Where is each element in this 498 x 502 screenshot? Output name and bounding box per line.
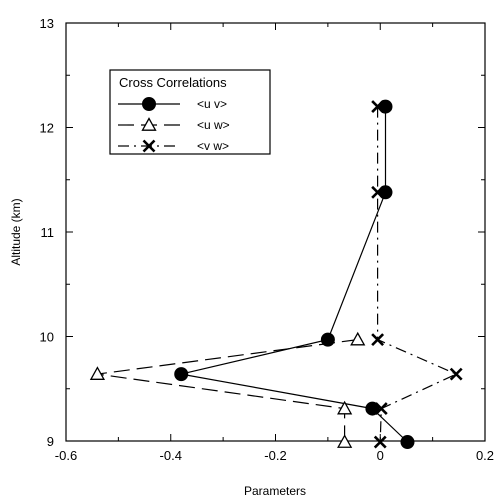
x-tick-label: 0 [377,448,384,463]
y-tick-label: 12 [40,121,54,136]
data-point [174,367,189,382]
data-point [337,434,353,448]
legend-marker [142,97,156,111]
data-point [449,367,463,381]
data-point [371,333,385,347]
data-point [89,366,106,380]
legend-box [109,69,271,155]
y-tick-label: 13 [40,16,54,31]
x-axis-label: Parameters [244,484,306,498]
legend-marker [142,139,156,153]
data-point [365,401,380,416]
data-point [320,332,335,347]
x-tick-label: 0.2 [476,448,494,463]
y-axis-label: Altitude (km) [9,198,23,265]
legend-title: Cross Correlations [119,75,227,90]
legend-items: <u v> <u w> <v w> [118,97,230,153]
series-markers [89,99,463,450]
data-point [373,435,387,449]
legend-marker [141,117,157,131]
legend-label: <u v> [197,97,227,111]
data-point [350,331,366,346]
x-tick-label: -0.4 [160,448,182,463]
x-tick-label: -0.2 [264,448,286,463]
data-point [371,185,385,199]
legend: Cross Correlations <u v> <u w> <v w> [109,69,271,155]
series-line [97,339,358,442]
data-point [337,400,353,415]
data-point [374,402,388,416]
y-tick-label: 9 [47,434,54,449]
data-point [371,100,385,114]
axis-ticks: -0.6 -0.4 -0.2 0 0.2 9 10 11 12 13 [40,16,495,463]
series-lines [97,106,458,443]
x-tick-label: -0.6 [55,448,77,463]
series-line [377,106,458,443]
series-line [181,106,408,443]
y-tick-label: 10 [40,330,54,345]
legend-label: <v w> [197,139,229,153]
y-tick-label: 11 [41,225,55,240]
legend-label: <u w> [197,118,230,132]
data-point [400,435,415,450]
